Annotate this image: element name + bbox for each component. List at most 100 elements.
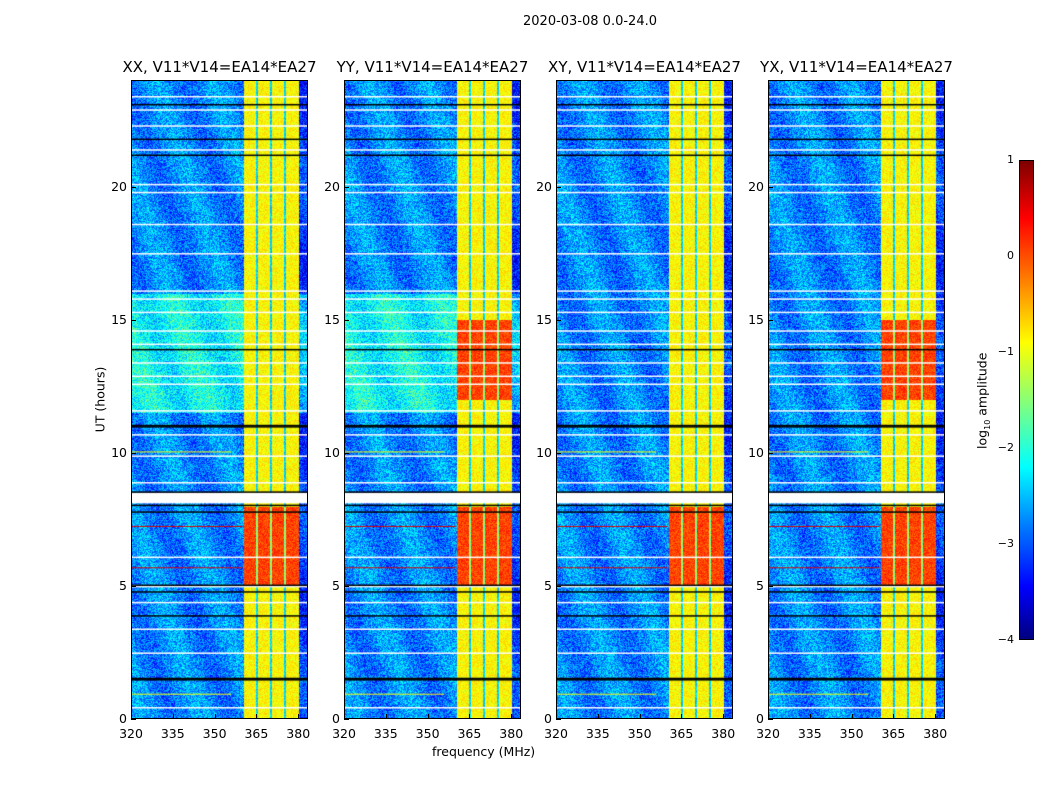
y-tick-label: 5 [756, 577, 764, 593]
colorbar-tick-label: 1 [1007, 153, 1014, 166]
x-tick-label: 320 [756, 726, 780, 741]
y-tick-mark [556, 719, 561, 720]
x-tick-mark [681, 714, 683, 719]
x-tick-label: 335 [797, 726, 822, 741]
y-tick-label: 0 [332, 711, 340, 726]
x-tick-mark [344, 714, 345, 719]
y-tick-label: 10 [536, 444, 552, 460]
figure-title: 2020-03-08 0.0-24.0 [523, 14, 657, 29]
x-tick-label: 380 [711, 726, 736, 741]
y-tick-label: 0 [544, 711, 552, 726]
x-tick-mark [768, 714, 769, 719]
x-tick-label: 320 [119, 726, 143, 741]
x-tick-mark [511, 714, 513, 719]
x-tick-label: 350 [202, 726, 227, 741]
x-tick-label: 380 [286, 726, 311, 741]
panel-yy: YY, V11*V14=EA14*EA27 320 335 350 365 380 0 5 10… [324, 58, 528, 741]
x-tick-label: 380 [923, 726, 948, 741]
y-tick-label: 15 [111, 311, 127, 327]
heatmap-image [344, 80, 521, 719]
colorbar [1019, 160, 1034, 640]
x-tick-label: 335 [160, 726, 185, 741]
colorbar-tick-label: −3 [997, 537, 1014, 550]
x-tick-mark [214, 714, 216, 719]
y-tick-label: 0 [119, 711, 127, 726]
y-tick-mark [768, 719, 773, 720]
axes-frame [344, 80, 521, 719]
colorbar-tick-label: −2 [997, 441, 1014, 454]
y-tick-mark [131, 719, 136, 720]
y-tick-label: 5 [332, 577, 340, 593]
x-tick-label: 350 [627, 726, 652, 741]
x-tick-mark [172, 714, 174, 719]
y-axis-label: UT (hours) [92, 366, 108, 433]
x-tick-mark [385, 714, 387, 719]
x-tick-mark [556, 714, 557, 719]
panel-title: XX, V11*V14=EA14*EA27 [122, 58, 317, 76]
y-tick-label: 10 [748, 444, 764, 460]
panel-title: XY, V11*V14=EA14*EA27 [548, 58, 741, 76]
colorbar-label: log10 amplitude [974, 352, 992, 449]
y-tick-mark [768, 186, 773, 188]
x-tick-label: 365 [244, 726, 269, 741]
x-tick-mark [256, 714, 258, 719]
x-tick-label: 335 [373, 726, 398, 741]
x-tick-label: 365 [457, 726, 482, 741]
y-tick-label: 20 [324, 178, 340, 194]
y-tick-label: 20 [536, 178, 552, 194]
x-tick-mark [427, 714, 429, 719]
x-tick-label: 335 [585, 726, 610, 741]
x-tick-mark [597, 714, 599, 719]
panel-xy: XY, V11*V14=EA14*EA27 320 335 350 365 380 0 5 10… [536, 58, 741, 741]
panel-xx: XX, V11*V14=EA14*EA27 320 335 350 365 380 0 5 10… [111, 58, 316, 741]
y-tick-mark [344, 319, 349, 321]
y-tick-label: 10 [111, 444, 127, 460]
x-tick-label: 320 [332, 726, 356, 741]
x-tick-label: 365 [881, 726, 906, 741]
y-tick-label: 0 [756, 711, 764, 726]
y-tick-mark [131, 452, 136, 454]
y-tick-label: 10 [324, 444, 340, 460]
x-tick-mark [893, 714, 895, 719]
y-tick-label: 5 [544, 577, 552, 593]
x-tick-label: 365 [669, 726, 694, 741]
panel-title: YX, V11*V14=EA14*EA27 [760, 58, 953, 76]
y-tick-mark [556, 452, 561, 454]
heatmap-image [768, 80, 945, 719]
y-tick-mark [344, 585, 349, 587]
colorbar-tick-label: −1 [997, 345, 1014, 358]
y-tick-mark [556, 585, 561, 587]
y-tick-mark [556, 186, 561, 188]
y-tick-label: 20 [748, 178, 764, 194]
x-tick-mark [639, 714, 641, 719]
y-tick-mark [131, 585, 136, 587]
x-tick-mark [469, 714, 471, 719]
x-tick-label: 350 [415, 726, 440, 741]
y-tick-mark [131, 319, 136, 321]
y-tick-mark [344, 186, 349, 188]
y-tick-label: 15 [748, 311, 764, 327]
y-tick-label: 15 [536, 311, 552, 327]
y-tick-label: 15 [324, 311, 340, 327]
x-tick-mark [723, 714, 725, 719]
x-tick-mark [298, 714, 300, 719]
x-tick-mark [851, 714, 853, 719]
axes-frame [556, 80, 733, 719]
x-tick-mark [809, 714, 811, 719]
heatmap-image [131, 80, 308, 719]
y-tick-mark [344, 719, 349, 720]
heatmap-image [556, 80, 733, 719]
y-tick-label: 20 [111, 178, 127, 194]
colorbar-tick-label: −4 [997, 633, 1014, 646]
colorbar-tick-label: 0 [1007, 249, 1014, 262]
axes-frame [768, 80, 945, 719]
y-tick-mark [768, 585, 773, 587]
y-tick-mark [556, 319, 561, 321]
x-tick-mark [935, 714, 937, 719]
x-tick-label: 320 [544, 726, 568, 741]
x-tick-label: 380 [499, 726, 524, 741]
y-tick-mark [768, 452, 773, 454]
panel-title: YY, V11*V14=EA14*EA27 [336, 58, 529, 76]
x-tick-mark [131, 714, 132, 719]
